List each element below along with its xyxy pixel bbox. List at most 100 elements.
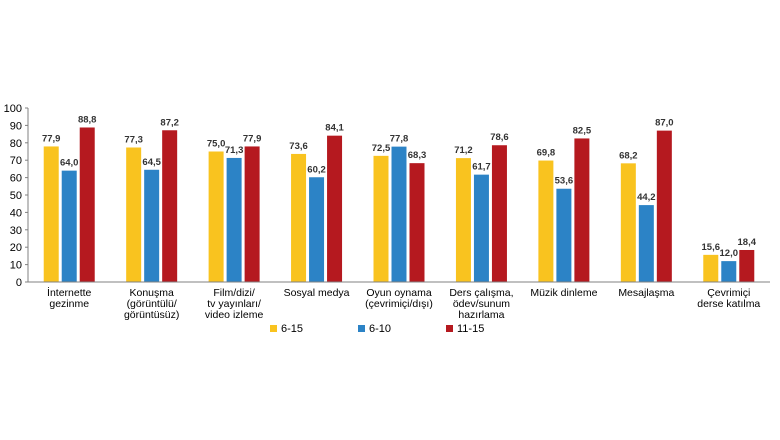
data-labels: 77,964,088,877,364,587,275,071,377,973,6… <box>42 114 757 259</box>
category-label: İnternette gezinme <box>47 286 92 310</box>
y-tick-label: 60 <box>10 173 22 185</box>
data-label: 18,4 <box>738 237 757 248</box>
bar <box>79 127 95 282</box>
bar <box>226 157 242 282</box>
data-label: 87,2 <box>160 117 179 128</box>
category-label: Müzik dinleme <box>530 287 597 299</box>
bar <box>473 174 489 282</box>
bar <box>291 153 307 282</box>
category-label: Ders çalışma, ödev/sunum hazırlama <box>449 287 513 321</box>
data-label: 77,9 <box>42 133 61 144</box>
data-label: 72,5 <box>372 143 391 154</box>
bar <box>162 130 178 282</box>
y-tick-label: 40 <box>10 207 22 219</box>
bar <box>43 146 59 282</box>
y-tick-label: 100 <box>4 103 22 115</box>
category-label-line: gezinme <box>49 298 89 310</box>
bar <box>144 169 160 282</box>
bar <box>556 188 572 282</box>
category-label: Konuşma (görüntülü/görüntüsüz) <box>124 287 179 321</box>
y-tick-label: 0 <box>16 277 22 289</box>
data-label: 64,0 <box>60 158 79 169</box>
category-label-line: görüntüsüz) <box>124 309 179 321</box>
x-axis: İnternette gezinme Konuşma (görüntülü/görün… <box>28 281 770 321</box>
category-label-line: Ders çalışma, <box>449 287 513 299</box>
y-tick-label: 80 <box>10 138 22 150</box>
y-tick-label: 30 <box>10 225 22 237</box>
data-label: 15,6 <box>702 242 721 253</box>
y-tick-label: 20 <box>10 242 22 254</box>
y-tick-label: 10 <box>10 260 22 272</box>
category-label: Film/dizi/tv yayınları/video izleme <box>205 287 264 321</box>
category-label-line: hazırlama <box>458 309 504 321</box>
data-label: 68,2 <box>619 150 638 161</box>
data-label: 78,6 <box>490 132 509 143</box>
data-label: 82,5 <box>573 125 592 136</box>
category-label-line: Müzik dinleme <box>530 287 597 299</box>
bars <box>43 127 755 282</box>
bar <box>638 205 654 282</box>
category-label-line: Konuşma <box>129 287 174 299</box>
category-label-line: Çevrimiçi <box>707 287 750 299</box>
category-label-line: video izleme <box>205 309 264 321</box>
category-label-line: Film/dizi/ <box>213 287 254 299</box>
category-label: Mesajlaşma <box>618 287 674 299</box>
bar <box>373 155 389 282</box>
data-label: 87,0 <box>655 118 674 129</box>
bar <box>208 151 224 282</box>
category-label-line: derse katılma <box>697 298 760 310</box>
category-label-line: Oyun oynama <box>366 287 432 299</box>
data-label: 77,9 <box>243 133 262 144</box>
legend-swatch <box>358 325 365 332</box>
legend-label: 11-15 <box>457 323 484 335</box>
category-label-line: ödev/sunum <box>453 298 510 310</box>
data-label: 61,7 <box>472 162 491 173</box>
category-label: Oyun oynama (çevrimiçi/dışı) <box>365 287 433 310</box>
y-tick-label: 90 <box>10 120 22 132</box>
bar <box>126 147 142 282</box>
bar <box>620 163 636 282</box>
legend-swatch <box>270 325 277 332</box>
category-label-line: tv yayınları/ <box>207 298 261 310</box>
data-label: 73,6 <box>289 141 308 152</box>
bar <box>244 146 260 282</box>
bar <box>491 145 507 282</box>
bar <box>455 158 471 282</box>
bar <box>309 177 325 282</box>
legend-swatch <box>446 325 453 332</box>
data-label: 88,8 <box>78 114 97 125</box>
data-label: 53,6 <box>555 176 574 187</box>
bar <box>656 130 672 282</box>
bar <box>721 261 737 282</box>
data-label: 44,2 <box>637 192 656 203</box>
category-label: Sosyal medya <box>284 287 350 299</box>
data-label: 77,8 <box>390 134 409 145</box>
y-tick-label: 50 <box>10 190 22 202</box>
data-label: 68,3 <box>408 150 427 161</box>
y-axis: 0 10 20 30 40 50 60 70 80 90 100 <box>4 103 29 289</box>
legend-label: 6-10 <box>369 323 391 335</box>
data-label: 75,0 <box>207 139 226 150</box>
data-label: 64,5 <box>142 157 161 168</box>
bar <box>739 249 755 282</box>
bar <box>538 160 554 282</box>
data-label: 60,2 <box>307 164 326 175</box>
bar <box>574 138 590 282</box>
bar <box>409 163 425 282</box>
y-tick-label: 70 <box>10 155 22 167</box>
data-label: 12,0 <box>720 248 739 259</box>
category-label-line: (görüntülü/ <box>127 298 177 310</box>
data-label: 69,8 <box>537 148 556 159</box>
category-label: Çevrimiçi derse katılma <box>697 287 760 310</box>
data-label: 71,2 <box>454 145 473 156</box>
bar <box>703 254 719 282</box>
category-label-line: İnternette <box>47 286 92 299</box>
data-label: 84,1 <box>325 123 344 134</box>
bar <box>327 135 343 282</box>
bar <box>391 146 407 282</box>
category-label-line: Mesajlaşma <box>618 287 674 299</box>
legend: 6-15 6-10 11-15 <box>270 323 484 335</box>
data-label: 71,3 <box>225 145 244 156</box>
